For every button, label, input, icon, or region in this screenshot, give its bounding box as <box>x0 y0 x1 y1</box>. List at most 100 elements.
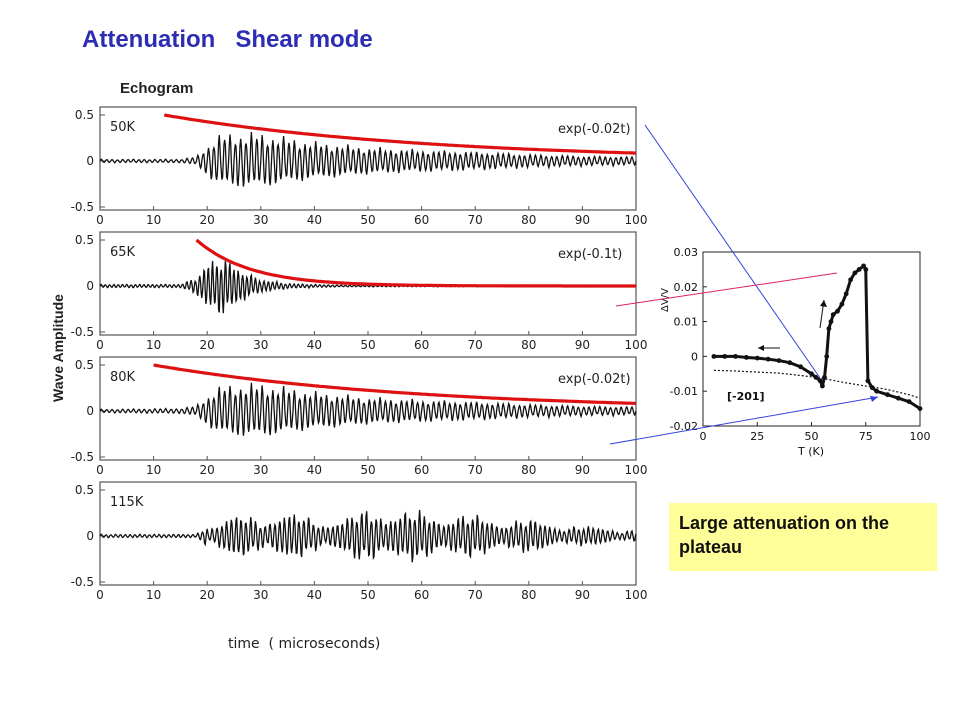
heating-segment <box>853 268 861 275</box>
x-tick-label: 50 <box>360 338 375 352</box>
y-tick-label: 0.5 <box>75 358 94 372</box>
x-tick-label: 50 <box>805 430 819 443</box>
y-tick-label: 0.5 <box>75 483 94 497</box>
x-tick-label: 90 <box>575 463 590 477</box>
heating-segment <box>886 393 899 400</box>
heating-segment <box>849 272 857 281</box>
fit-curve <box>153 363 637 405</box>
heating-segment <box>746 355 758 360</box>
heating-segment <box>829 314 835 323</box>
x-tick-label: 90 <box>575 588 590 602</box>
heating-segment <box>810 372 817 379</box>
temperature-label: 80K <box>110 370 136 385</box>
x-tick-label: 30 <box>253 338 268 352</box>
echogram-panel-65K: 0.50-0.50 10 20 30 40 50 60 70 80 90 100exp(-0.1t)… <box>71 231 647 352</box>
x-tick-label: 60 <box>414 588 429 602</box>
heating-segment <box>799 365 813 376</box>
heating-segment <box>836 303 844 312</box>
x-tick-label: 70 <box>468 463 483 477</box>
annotation-note: Large attenuation on the plateau <box>669 503 937 571</box>
x-tick-label: 30 <box>253 213 268 227</box>
x-tick-label: 40 <box>307 463 322 477</box>
heating-segment <box>789 361 802 369</box>
x-tick-label: 80 <box>521 463 536 477</box>
waveform <box>99 509 637 563</box>
pointer-arrow-head <box>870 396 878 402</box>
x-tick-label: 30 <box>253 463 268 477</box>
y-tick-label: 0 <box>691 350 698 363</box>
x-tick-label: 0 <box>700 430 707 443</box>
echogram-panel-50K: 0.50-0.50 10 20 30 40 50 60 70 80 90 100exp(-0.02t… <box>71 106 647 227</box>
y-tick-label: -0.5 <box>71 575 94 589</box>
x-tick-label: 20 <box>200 338 215 352</box>
x-tick-label: 80 <box>521 213 536 227</box>
slide-title: Attenuation Shear mode <box>82 26 373 53</box>
y-tick-label: 0 <box>86 529 94 543</box>
inset-annotation: [-201] <box>727 390 765 403</box>
y-tick-label: 0 <box>86 404 94 418</box>
y-tick-label: -0.5 <box>71 450 94 464</box>
y-tick-label: 0.03 <box>674 246 699 259</box>
x-tick-label: 90 <box>575 338 590 352</box>
y-tick-label: 0.5 <box>75 233 94 247</box>
x-tick-label: 40 <box>307 588 322 602</box>
x-tick-label: 100 <box>625 463 648 477</box>
x-tick-label: 75 <box>859 430 873 443</box>
pointer-80k <box>609 396 879 445</box>
heating-segment <box>827 321 833 330</box>
heating-segment <box>832 309 839 316</box>
x-tick-label: 20 <box>200 213 215 227</box>
heating-segment <box>844 279 852 295</box>
heating-segment <box>757 356 769 361</box>
y-tick-label: -0.01 <box>670 385 698 398</box>
y-tick-label: 0.01 <box>674 316 699 329</box>
heating-segment <box>778 359 791 365</box>
inset-x-label: T (K) <box>797 445 824 458</box>
heating-segment <box>840 293 848 305</box>
fit-label: exp(-0.02t) <box>558 372 631 387</box>
x-tick-label: 80 <box>521 588 536 602</box>
x-tick-label: 60 <box>414 213 429 227</box>
y-tick-label: 0.5 <box>75 108 94 122</box>
heating-segment <box>767 357 780 363</box>
heating-segment <box>825 328 831 357</box>
heating-segment <box>735 354 747 359</box>
x-tick-label: 50 <box>360 213 375 227</box>
x-tick-label: 100 <box>910 430 931 443</box>
x-tick-label: 0 <box>96 338 104 352</box>
waveform <box>99 131 637 187</box>
x-tick-label: 25 <box>750 430 764 443</box>
x-tick-label: 10 <box>146 338 161 352</box>
pointer-65k <box>615 272 838 307</box>
y-tick-label: 0.02 <box>674 281 699 294</box>
x-tick-label: 80 <box>521 338 536 352</box>
fit-label: exp(-0.02t) <box>558 122 631 137</box>
x-tick-label: 30 <box>253 588 268 602</box>
y-tick-label: -0.5 <box>71 325 94 339</box>
temperature-label: 115K <box>110 495 144 510</box>
x-tick-label: 50 <box>360 463 375 477</box>
heating-segment <box>820 376 826 387</box>
x-tick-label: 0 <box>96 463 104 477</box>
x-tick-label: 20 <box>200 463 215 477</box>
fit-label: exp(-0.1t) <box>558 247 622 262</box>
waveform <box>99 382 637 436</box>
x-tick-label: 40 <box>307 213 322 227</box>
x-tick-label: 90 <box>575 213 590 227</box>
x-tick-label: 60 <box>414 463 429 477</box>
x-tick-label: 70 <box>468 338 483 352</box>
x-tick-label: 0 <box>96 213 104 227</box>
heating-segment <box>866 379 874 389</box>
time-axis-label: time ( microseconds) <box>228 636 381 652</box>
fit-curve <box>164 113 637 155</box>
y-tick-label: -0.5 <box>71 200 94 214</box>
inset-y-label: ΔV/V <box>660 288 671 312</box>
x-tick-label: 10 <box>146 588 161 602</box>
pointer-50k <box>644 124 821 379</box>
x-tick-label: 100 <box>625 588 648 602</box>
x-tick-label: 10 <box>146 463 161 477</box>
